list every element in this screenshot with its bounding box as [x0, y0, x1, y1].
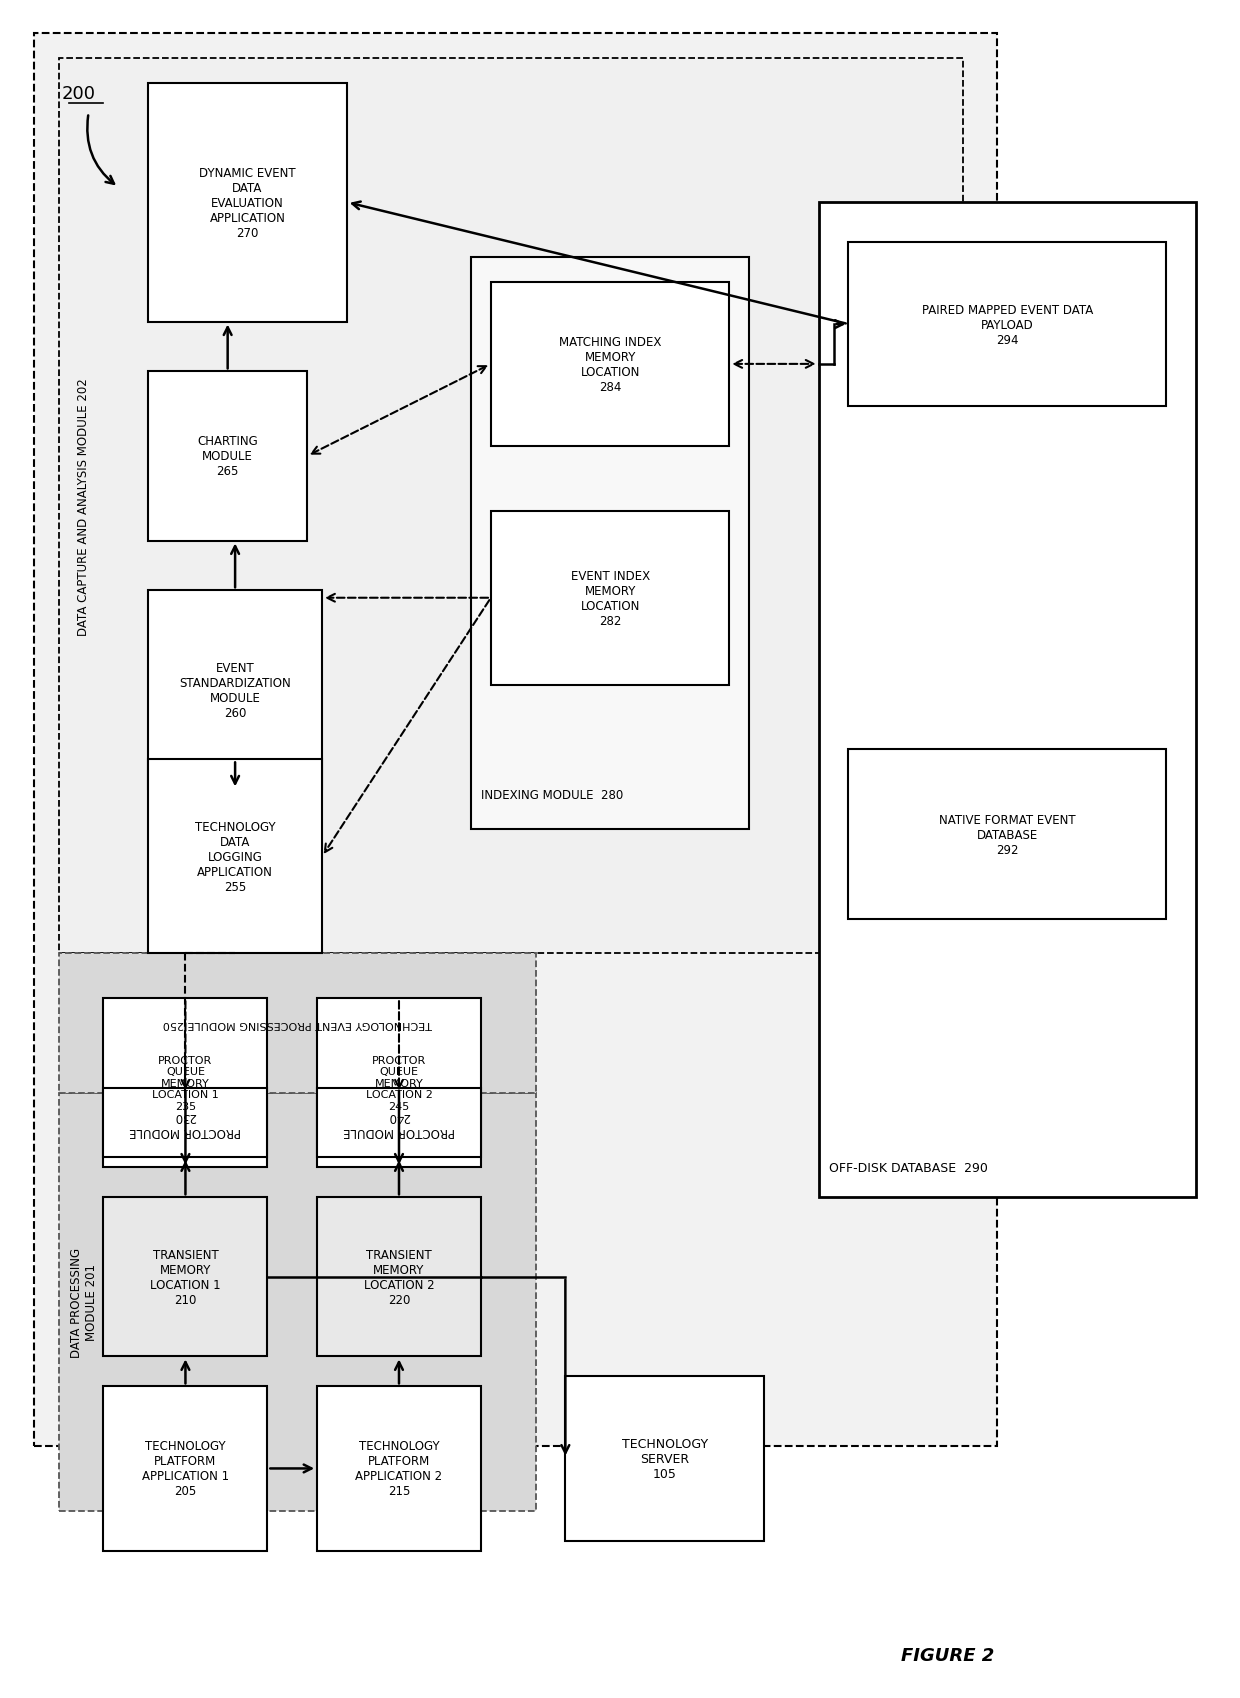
Bar: [317, 1197, 481, 1357]
Text: MATCHING INDEX
MEMORY
LOCATION
284: MATCHING INDEX MEMORY LOCATION 284: [559, 336, 661, 394]
Bar: [317, 1088, 481, 1158]
Bar: [149, 761, 322, 954]
Text: INDEXING MODULE  280: INDEXING MODULE 280: [481, 788, 624, 801]
Text: DYNAMIC EVENT
DATA
EVALUATION
APPLICATION
270: DYNAMIC EVENT DATA EVALUATION APPLICATIO…: [200, 166, 296, 239]
Text: TECHNOLOGY
DATA
LOGGING
APPLICATION
255: TECHNOLOGY DATA LOGGING APPLICATION 255: [195, 820, 275, 893]
Text: CHARTING
MODULE
265: CHARTING MODULE 265: [197, 435, 258, 479]
Bar: [58, 1094, 536, 1511]
Text: TRANSIENT
MEMORY
LOCATION 2
220: TRANSIENT MEMORY LOCATION 2 220: [363, 1248, 434, 1306]
Bar: [818, 204, 1197, 1197]
Bar: [149, 591, 322, 790]
Bar: [103, 1088, 268, 1158]
Text: TRANSIENT
MEMORY
LOCATION 1
210: TRANSIENT MEMORY LOCATION 1 210: [150, 1248, 221, 1306]
Bar: [58, 954, 536, 1094]
Bar: [103, 1197, 268, 1357]
Bar: [848, 751, 1167, 919]
Text: EVENT
STANDARDIZATION
MODULE
260: EVENT STANDARDIZATION MODULE 260: [180, 662, 291, 720]
Bar: [33, 34, 997, 1447]
Text: TECHNOLOGY EVENT PROCESSING MODULE 250: TECHNOLOGY EVENT PROCESSING MODULE 250: [162, 1019, 432, 1029]
Text: OFF-DISK DATABASE  290: OFF-DISK DATABASE 290: [828, 1161, 987, 1175]
Bar: [103, 998, 268, 1168]
Bar: [491, 511, 729, 686]
Bar: [317, 1387, 481, 1550]
Text: PROCTOR MODULE
230: PROCTOR MODULE 230: [129, 1109, 242, 1138]
Text: DATA CAPTURE AND ANALYSIS MODULE 202: DATA CAPTURE AND ANALYSIS MODULE 202: [77, 377, 91, 635]
Bar: [58, 59, 962, 954]
Bar: [565, 1377, 764, 1540]
Text: DATA PROCESSING
MODULE 201: DATA PROCESSING MODULE 201: [69, 1246, 98, 1357]
Text: TECHNOLOGY
SERVER
105: TECHNOLOGY SERVER 105: [621, 1437, 708, 1481]
Text: PROCTOR
QUEUE
MEMORY
LOCATION 2
245: PROCTOR QUEUE MEMORY LOCATION 2 245: [366, 1054, 433, 1112]
Text: PROCTOR MODULE
240: PROCTOR MODULE 240: [343, 1109, 455, 1138]
Bar: [491, 282, 729, 447]
Text: PAIRED MAPPED EVENT DATA
PAYLOAD
294: PAIRED MAPPED EVENT DATA PAYLOAD 294: [921, 304, 1092, 346]
Bar: [848, 243, 1167, 408]
Text: PROCTOR
QUEUE
MEMORY
LOCATION 1
235: PROCTOR QUEUE MEMORY LOCATION 1 235: [153, 1054, 218, 1112]
Text: TECHNOLOGY
PLATFORM
APPLICATION 1
205: TECHNOLOGY PLATFORM APPLICATION 1 205: [141, 1440, 229, 1498]
Text: EVENT INDEX
MEMORY
LOCATION
282: EVENT INDEX MEMORY LOCATION 282: [570, 569, 650, 627]
Bar: [317, 998, 481, 1168]
Text: TECHNOLOGY
PLATFORM
APPLICATION 2
215: TECHNOLOGY PLATFORM APPLICATION 2 215: [356, 1440, 443, 1498]
Bar: [149, 372, 308, 542]
Text: 200: 200: [62, 85, 95, 102]
Bar: [149, 83, 347, 323]
Text: NATIVE FORMAT EVENT
DATABASE
292: NATIVE FORMAT EVENT DATABASE 292: [939, 813, 1075, 856]
Bar: [471, 258, 749, 830]
Text: FIGURE 2: FIGURE 2: [901, 1645, 994, 1664]
Bar: [103, 1387, 268, 1550]
